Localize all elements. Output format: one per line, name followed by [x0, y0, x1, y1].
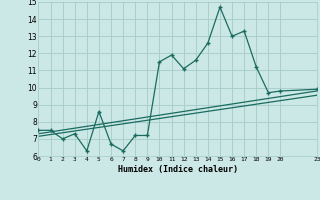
X-axis label: Humidex (Indice chaleur): Humidex (Indice chaleur)	[118, 165, 238, 174]
